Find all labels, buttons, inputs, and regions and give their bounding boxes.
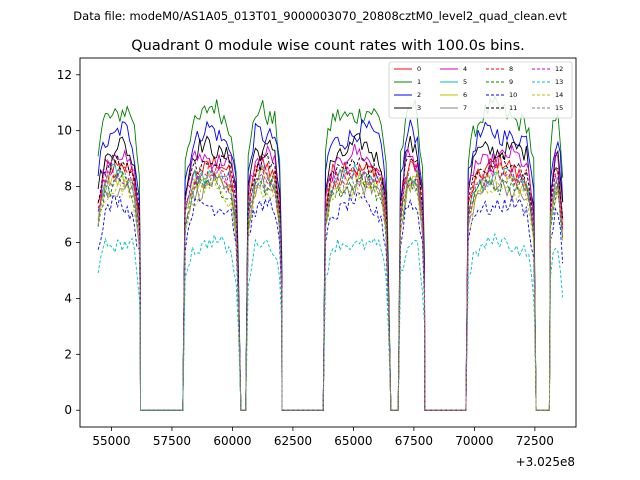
series-line-12 [97, 160, 564, 411]
y-tick-label: 0 [64, 403, 72, 417]
legend-label-9: 9 [509, 78, 513, 86]
series-line-15 [97, 169, 564, 411]
legend-label-0: 0 [417, 65, 421, 73]
series-layer [97, 95, 564, 411]
y-tick-label: 10 [57, 124, 72, 138]
x-tick-label: 67500 [395, 434, 433, 448]
suptitle: Data file: modeM0/AS1A05_013T01_90000030… [73, 9, 567, 23]
series-line-4 [97, 143, 564, 411]
y-tick-label: 4 [64, 291, 72, 305]
legend-label-11: 11 [509, 104, 517, 112]
x-tick-label: 57500 [153, 434, 191, 448]
x-tick-label: 55000 [92, 434, 130, 448]
x-tick-label: 65000 [334, 434, 372, 448]
series-line-6 [97, 164, 564, 411]
legend-label-14: 14 [555, 91, 563, 99]
series-line-10 [97, 191, 564, 411]
x-axis: 55000 57500 60000 62500 65000 67500 70000 72500 [92, 427, 554, 448]
legend-label-12: 12 [555, 65, 563, 73]
legend-label-10: 10 [509, 91, 517, 99]
legend-label-1: 1 [417, 78, 421, 86]
series-line-14 [97, 177, 564, 411]
series-line-11 [97, 151, 564, 411]
x-tick-label: 72500 [516, 434, 554, 448]
y-axis: 0 2 4 6 8 10 12 [57, 68, 80, 417]
y-tick-label: 12 [57, 68, 72, 82]
legend-label-8: 8 [509, 65, 513, 73]
series-line-0 [97, 152, 564, 411]
legend-label-15: 15 [555, 104, 563, 112]
y-tick-label: 8 [64, 180, 72, 194]
legend-label-13: 13 [555, 78, 563, 86]
y-tick-label: 6 [64, 236, 72, 250]
series-line-8 [97, 158, 564, 411]
legend-label-5: 5 [463, 78, 467, 86]
legend-label-6: 6 [463, 91, 467, 99]
x-offset-label: +3.025e8 [516, 455, 575, 469]
y-tick-label: 2 [64, 347, 72, 361]
legend-label-7: 7 [463, 104, 467, 112]
legend-label-3: 3 [417, 104, 421, 112]
x-tick-label: 70000 [455, 434, 493, 448]
legend-label-4: 4 [463, 65, 467, 73]
legend-label-2: 2 [417, 91, 421, 99]
x-tick-label: 60000 [213, 434, 251, 448]
series-line-13 [97, 232, 564, 411]
chart-title: Quadrant 0 module wise count rates with … [131, 38, 525, 54]
series-line-2 [97, 118, 564, 411]
legend-box [388, 61, 573, 119]
x-tick-label: 62500 [274, 434, 312, 448]
